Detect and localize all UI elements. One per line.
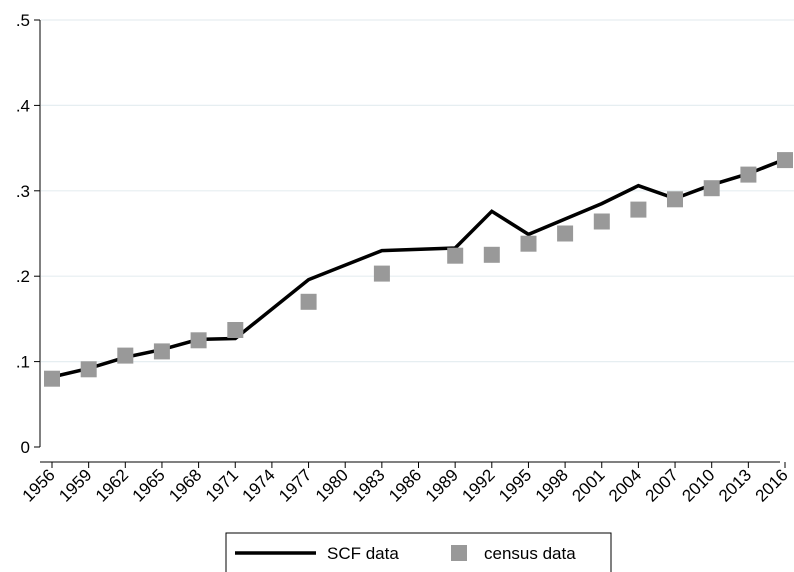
census-marker: [557, 225, 574, 242]
census-marker: [44, 370, 60, 387]
census-marker: [447, 247, 464, 264]
census-marker: [227, 322, 244, 338]
census-marker: [777, 152, 793, 169]
census-marker: [483, 246, 500, 263]
x-tick-label: 1956: [19, 465, 59, 505]
y-tick-label: 0: [21, 438, 30, 457]
x-tick-label: 1986: [385, 465, 425, 505]
census-marker: [667, 191, 683, 208]
x-tick-label: 2013: [715, 465, 755, 505]
x-tick-label: 1971: [202, 465, 242, 505]
x-tick-label: 1980: [312, 465, 352, 505]
x-tick-label: 1998: [532, 465, 572, 505]
legend-label-scf: SCF data: [327, 544, 399, 563]
x-tick-label: 2016: [752, 465, 792, 505]
census-marker: [190, 332, 207, 349]
legend-square-swatch: [451, 545, 467, 561]
x-tick-label: 1965: [129, 465, 169, 505]
y-tick-label: .4: [16, 96, 30, 115]
census-marker: [630, 201, 647, 218]
x-tick-label: 1995: [495, 465, 535, 505]
census-marker: [593, 213, 610, 230]
census-marker: [703, 180, 720, 197]
y-tick-label: .5: [16, 11, 30, 30]
x-tick-label: 2010: [678, 465, 718, 505]
x-tick-label: 2001: [568, 465, 608, 505]
y-tick-label: .3: [16, 182, 30, 201]
census-marker: [740, 166, 757, 183]
x-tick-label: 1989: [422, 465, 462, 505]
x-tick-label: 2007: [642, 465, 682, 505]
census-marker: [117, 347, 134, 364]
x-tick-label: 1977: [275, 465, 315, 505]
census-marker: [520, 235, 537, 252]
census-marker: [300, 293, 317, 310]
legend: SCF data census data: [225, 532, 612, 572]
x-tick-label: 1992: [458, 465, 498, 505]
legend-label-census: census data: [484, 544, 576, 563]
y-tick-label: .1: [16, 353, 30, 372]
x-tick-label: 1968: [165, 465, 205, 505]
x-tick-label: 1962: [92, 465, 132, 505]
census-marker: [373, 265, 390, 282]
x-tick-label: 1959: [55, 465, 95, 505]
x-tick-label: 2004: [605, 465, 645, 505]
x-tick-label: 1974: [239, 465, 279, 505]
census-marker: [153, 343, 170, 360]
y-tick-label: .2: [16, 267, 30, 286]
census-marker: [80, 361, 97, 378]
x-tick-label: 1983: [348, 465, 388, 505]
